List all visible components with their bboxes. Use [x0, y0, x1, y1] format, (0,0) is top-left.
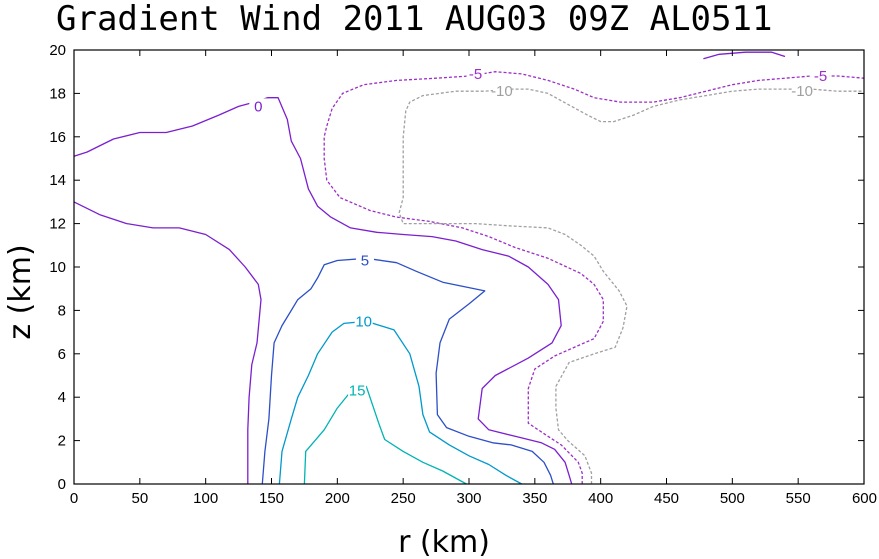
contour-label-0: 0 [254, 98, 262, 115]
contour-label-15: 15 [349, 383, 366, 400]
contour-label-minus-5: -5 [469, 66, 482, 83]
y-tick-label: 2 [58, 433, 66, 450]
y-tick-label: 14 [49, 172, 66, 189]
y-tick-label: 12 [49, 216, 66, 233]
contour-line-0-3 [703, 51, 786, 60]
x-tick-label: 550 [786, 490, 811, 507]
x-tick-label: 150 [259, 490, 284, 507]
contour-label-bg [793, 83, 812, 100]
contour-label-bg [354, 313, 373, 330]
contour-line-minus-5-1 [323, 71, 865, 484]
contour-line-0-2 [73, 97, 573, 485]
contour-label-bg [811, 68, 830, 85]
contour-line-minus-10-1 [398, 88, 864, 484]
plot-frame [73, 49, 865, 485]
y-tick-label: 6 [58, 346, 66, 363]
x-tick-label: 400 [588, 490, 613, 507]
y-axis-title: z (km) [3, 244, 38, 339]
x-tick-label: 200 [325, 490, 350, 507]
x-tick-label: 600 [852, 490, 877, 507]
x-tick-label: 500 [720, 490, 745, 507]
y-tick-label: 10 [49, 259, 66, 276]
contour-line-15-1 [303, 385, 467, 485]
y-tick-label: 8 [58, 302, 66, 319]
contour-line-10-1 [278, 320, 523, 485]
contour-label-minus-10: -10 [491, 83, 513, 100]
y-tick-label: 0 [58, 476, 66, 493]
y-axis: 0 2 4 6 8 10 12 14 16 18 20 [49, 42, 864, 493]
contour-label-bg [348, 382, 367, 399]
x-tick-label: 250 [391, 490, 416, 507]
x-tick-label: 450 [654, 490, 679, 507]
x-axis: 0 50 100 150 200 250 300 350 400 450 500 550 600 [70, 50, 877, 507]
contour-label-bg [492, 83, 511, 100]
y-tick-label: 18 [49, 85, 66, 102]
contour-line-0-1 [73, 201, 262, 484]
y-tick-label: 4 [58, 389, 66, 406]
contour-label-bg [466, 65, 485, 82]
contour-label-minus-10-b: -10 [791, 83, 813, 100]
contour-label-bg [249, 98, 268, 115]
x-tick-label: 350 [522, 490, 547, 507]
contour-label-bg [355, 252, 374, 269]
y-tick-label: 16 [49, 129, 66, 146]
x-axis-title: r (km) [398, 525, 490, 559]
contour-label-5: 5 [361, 252, 369, 269]
y-tick-label: 20 [49, 42, 66, 59]
chart-title: Gradient Wind 2011 AUG03 09Z AL0511 [56, 0, 772, 39]
x-tick-label: 300 [456, 490, 481, 507]
contour-line-5-1 [261, 257, 554, 485]
contour-label-minus-5-b: -5 [814, 68, 827, 85]
x-tick-label: 100 [193, 490, 218, 507]
x-tick-label: 50 [131, 490, 148, 507]
x-tick-label: 0 [70, 490, 78, 507]
contour-label-10: 10 [355, 313, 372, 330]
